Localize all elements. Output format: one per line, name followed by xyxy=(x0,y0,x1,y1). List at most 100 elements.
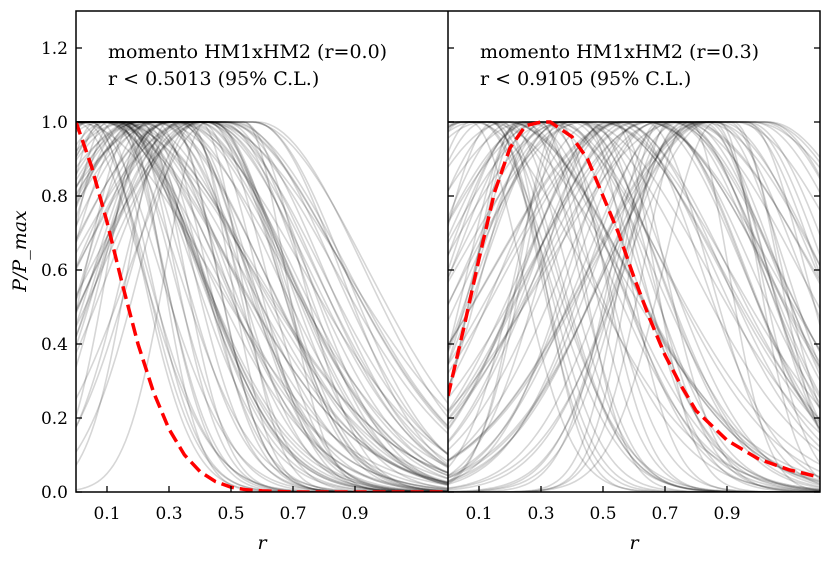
background-curve xyxy=(76,121,448,491)
background-curve xyxy=(76,121,448,474)
background-curve xyxy=(76,121,448,492)
right-mean-curve xyxy=(448,120,820,479)
background-curve xyxy=(448,121,820,412)
background-curve xyxy=(448,121,820,425)
background-curve xyxy=(448,121,820,478)
background-curve xyxy=(76,121,448,455)
background-curve xyxy=(76,121,448,492)
background-curve xyxy=(76,121,448,485)
background-curve xyxy=(448,121,820,424)
background-curve xyxy=(448,121,820,492)
background-curve xyxy=(448,121,820,492)
background-curve xyxy=(448,121,820,492)
background-curve xyxy=(448,121,820,492)
background-curve xyxy=(448,121,820,492)
y-tick-label: 0.6 xyxy=(41,261,68,281)
background-curve xyxy=(448,121,820,478)
background-curve xyxy=(448,121,820,442)
background-curve xyxy=(76,121,448,484)
background-curve xyxy=(76,121,448,480)
background-curve xyxy=(448,121,820,412)
background-curve xyxy=(76,121,448,480)
x-tick-label: 0.3 xyxy=(527,504,554,524)
background-curve xyxy=(76,121,448,492)
background-curve xyxy=(448,121,820,479)
y-tick-label: 0.4 xyxy=(41,335,68,355)
background-curve xyxy=(76,121,448,492)
background-curve xyxy=(76,121,448,492)
background-curve xyxy=(448,121,820,444)
background-curve xyxy=(76,121,448,418)
background-curve xyxy=(448,121,820,490)
background-curve xyxy=(448,121,820,434)
background-curve xyxy=(448,121,820,492)
background-curve xyxy=(76,121,448,468)
background-curve xyxy=(76,121,448,492)
background-curve xyxy=(76,121,448,492)
left-background-curves xyxy=(76,121,448,492)
background-curve xyxy=(76,121,448,462)
right-panel-title: momento HM1xHM2 (r=0.3) xyxy=(480,41,759,63)
background-curve xyxy=(76,121,448,466)
background-curve xyxy=(76,121,448,492)
background-curve xyxy=(76,121,448,483)
background-curve xyxy=(448,121,820,448)
background-curve xyxy=(76,121,448,492)
background-curve xyxy=(448,121,820,415)
background-curve xyxy=(76,121,448,484)
background-curve xyxy=(448,121,820,483)
background-curve xyxy=(76,121,448,468)
left-panel-limit: r < 0.5013 (95% C.L.) xyxy=(108,68,319,90)
background-curve xyxy=(448,121,820,399)
background-curve xyxy=(76,121,448,492)
background-curve xyxy=(76,121,448,492)
background-curve xyxy=(448,121,820,350)
background-curve xyxy=(76,121,448,492)
background-curve xyxy=(448,121,820,366)
background-curve xyxy=(448,121,820,491)
background-curve xyxy=(448,121,820,478)
background-curve xyxy=(448,121,820,451)
x-tick-label: 0.9 xyxy=(341,504,368,524)
background-curve xyxy=(76,121,448,492)
background-curve xyxy=(76,121,448,492)
background-curve xyxy=(448,121,820,421)
background-curve xyxy=(448,121,820,484)
background-curve xyxy=(448,121,820,492)
background-curve xyxy=(448,121,820,492)
background-curve xyxy=(76,121,448,492)
background-curve xyxy=(76,121,448,469)
left-panel-title: momento HM1xHM2 (r=0.0) xyxy=(108,41,387,63)
background-curve xyxy=(76,121,448,492)
y-tick-label: 0.2 xyxy=(41,409,68,429)
background-curve xyxy=(448,121,820,492)
background-curve xyxy=(448,121,820,408)
background-curve xyxy=(76,121,448,477)
right-axis-ticks: 0.1 0.3 0.5 0.7 0.9 xyxy=(448,47,820,524)
background-curve xyxy=(76,121,448,474)
background-curve xyxy=(76,121,448,455)
background-curve xyxy=(448,121,820,481)
background-curve xyxy=(448,121,820,346)
background-curve xyxy=(76,121,448,456)
background-curve xyxy=(448,121,820,491)
y-tick-label: 1.0 xyxy=(41,113,68,133)
background-curve xyxy=(448,121,820,485)
background-curve xyxy=(448,121,820,483)
background-curve xyxy=(448,121,820,463)
background-curve xyxy=(448,121,820,483)
background-curve xyxy=(76,121,448,492)
background-curve xyxy=(76,121,448,492)
background-curve xyxy=(76,121,448,492)
background-curve xyxy=(76,121,448,485)
x-tick-label: 0.5 xyxy=(589,504,616,524)
background-curve xyxy=(76,121,448,490)
background-curve xyxy=(448,121,820,466)
background-curve xyxy=(76,121,448,492)
background-curve xyxy=(448,121,820,462)
y-axis-title: P/P_max xyxy=(9,210,31,293)
background-curve xyxy=(76,121,448,492)
background-curve xyxy=(448,121,820,420)
background-curve xyxy=(448,121,820,492)
